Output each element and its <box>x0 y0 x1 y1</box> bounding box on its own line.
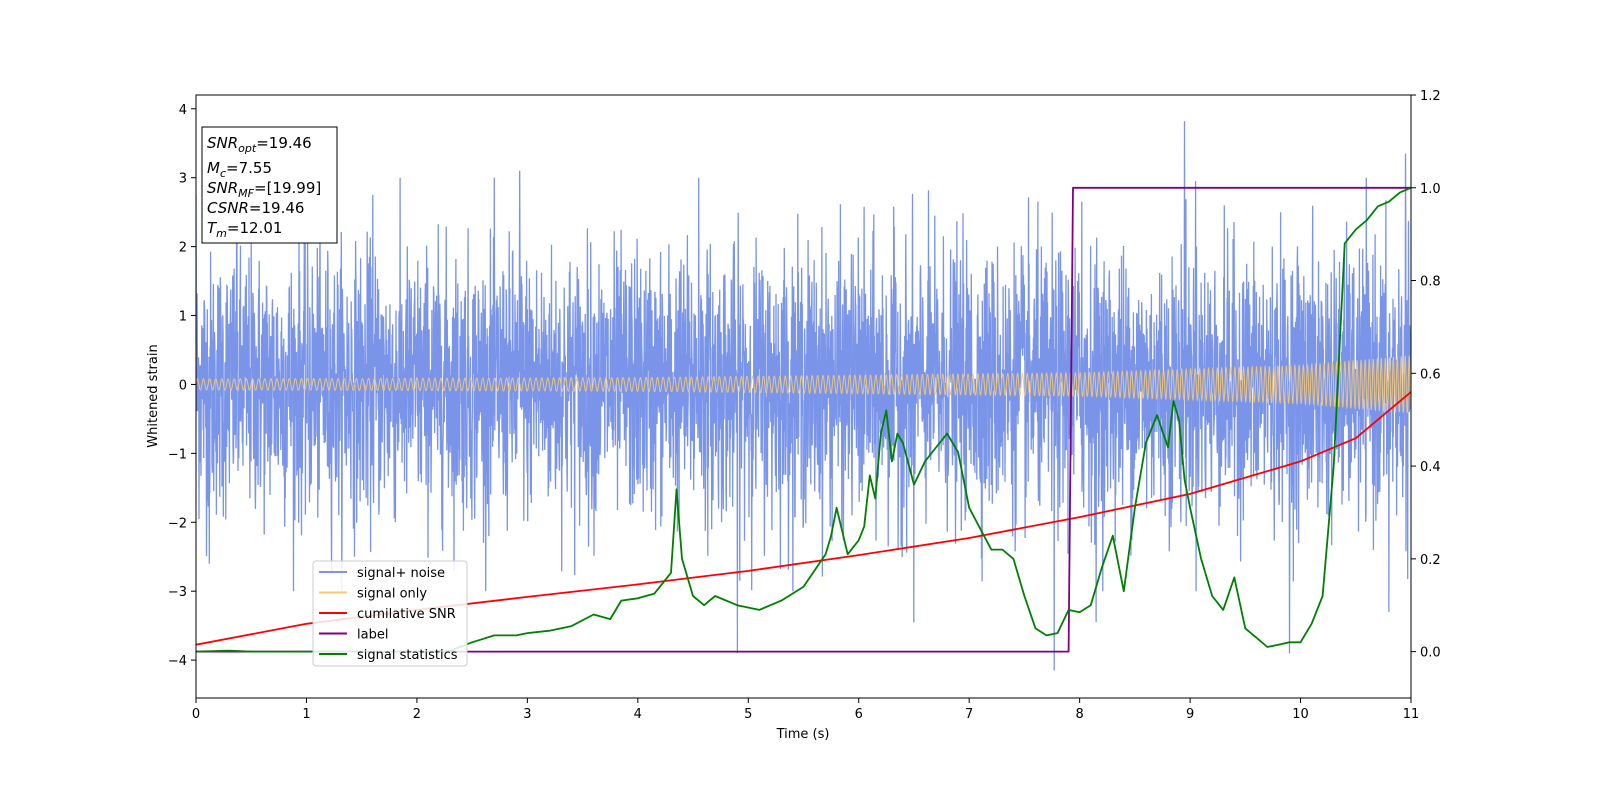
series-signal-statistics-line <box>196 186 1411 653</box>
y2-tick-label: 0.2 <box>1420 553 1441 568</box>
legend-label: signal+ noise <box>357 566 445 581</box>
x-tick-label: 2 <box>413 707 421 722</box>
x-tick-label: 8 <box>1075 707 1083 722</box>
y-tick-label: −4 <box>168 654 187 669</box>
y-tick-label: 3 <box>179 172 187 187</box>
y-tick-label: 0 <box>179 378 187 393</box>
x-tick-label: 1 <box>302 707 310 722</box>
y-tick-label: 4 <box>179 103 187 118</box>
y2-tick-label: 1.2 <box>1420 89 1441 104</box>
y2-tick-label: 0.8 <box>1420 275 1441 290</box>
series-label-line <box>196 186 1411 653</box>
legend-frame <box>312 560 468 667</box>
annotation-line: Mc=7.55 <box>207 159 272 180</box>
annotation-line: CSNR=19.46 <box>207 199 304 217</box>
x-tick-label: 3 <box>523 707 531 722</box>
y2-tick-label: 0.4 <box>1420 460 1441 475</box>
y-tick-label: −1 <box>168 447 187 462</box>
x-axis-label: Time (s) <box>776 727 830 742</box>
x-tick-label: 0 <box>192 707 200 722</box>
legend-label: signal only <box>357 587 427 602</box>
annotation-box: SNRopt=19.46 Mc=7.55SNRMF=[19.99]CSNR=19.… <box>201 126 338 244</box>
y2-tick-label: 1.0 <box>1420 182 1441 197</box>
x-tick-label: 9 <box>1186 707 1194 722</box>
annotation-line: SNRMF=[19.99] <box>207 179 321 200</box>
annotation-line: SNRopt=19.46 <box>207 134 312 155</box>
x-tick-label: 7 <box>965 707 973 722</box>
y2-tick-label: 0.0 <box>1420 646 1441 661</box>
y-tick-label: −2 <box>168 516 187 531</box>
legend-label: signal statistics <box>357 648 458 663</box>
x-tick-label: 5 <box>744 707 752 722</box>
x-tick-label: 11 <box>1403 707 1420 722</box>
y2-tick-label: 0.6 <box>1420 367 1441 382</box>
annotation-frame <box>201 126 338 244</box>
legend-label: cumilative SNR <box>357 607 456 622</box>
legend: signal+ noise signal only cumilative SNR la… <box>312 560 468 667</box>
series-signal-noise-line <box>196 121 1411 671</box>
plot-frame <box>195 94 1412 699</box>
y-tick-label: −3 <box>168 585 187 600</box>
x-tick-label: 6 <box>855 707 863 722</box>
legend-label: label <box>357 628 388 643</box>
y-axis-label: Whitened strain <box>146 344 161 447</box>
x-tick-label: 4 <box>634 707 642 722</box>
annotation-line: Tm=12.01 <box>207 219 282 240</box>
series-signal-only-line <box>196 355 1411 414</box>
axes-layer: 0 1 2 3 4 5 6 7 8 9 10 11 −4 −3 −2 −1 0 1 2 3 4 0.0 0.2 0.4 0.6 0… <box>168 89 1441 722</box>
x-tick-label: 10 <box>1292 707 1309 722</box>
y-tick-label: 2 <box>179 241 187 256</box>
y-tick-label: 1 <box>179 310 187 325</box>
